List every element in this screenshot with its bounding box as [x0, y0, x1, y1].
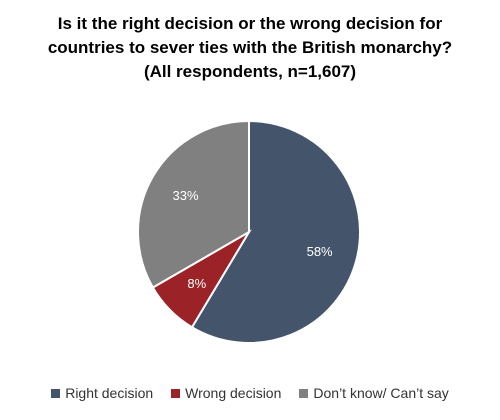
pie-slice-dont-know: [137, 119, 250, 289]
legend-item-wrong-decision: Wrong decision: [171, 385, 281, 401]
legend-label-dont-know: Don’t know/ Can’t say: [313, 385, 449, 401]
data-label-dont-know: 33%: [173, 188, 199, 203]
chart-legend: Right decision Wrong decision Don’t know…: [0, 385, 500, 401]
legend-item-dont-know: Don’t know/ Can’t say: [299, 385, 449, 401]
legend-label-wrong-decision: Wrong decision: [185, 385, 282, 401]
chart-title-line-2: countries to sever ties with the British…: [47, 38, 453, 57]
chart-title: Is it the right decision or the wrong de…: [0, 12, 500, 84]
chart-title-line-1: Is it the right decision or the wrong de…: [57, 14, 443, 33]
legend-swatch-dont-know: [299, 388, 309, 398]
data-label-right-decision: 58%: [307, 244, 333, 259]
legend-label-right-decision: Right decision: [65, 385, 154, 401]
legend-swatch-right-decision: [51, 388, 61, 398]
legend-item-right-decision: Right decision: [51, 385, 153, 401]
data-label-wrong-decision: 8%: [187, 276, 206, 291]
chart-subtitle: (All respondents, n=1,607): [143, 62, 357, 81]
legend-swatch-wrong-decision: [171, 388, 181, 398]
pie-slice-right-decision: [190, 119, 361, 344]
